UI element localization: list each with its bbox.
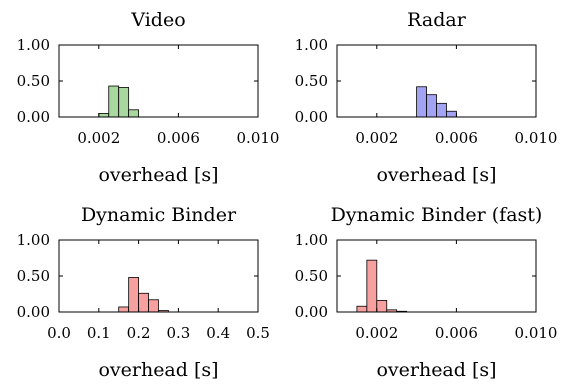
radar-bar	[416, 86, 427, 118]
video-bar	[98, 113, 110, 118]
dynamic-binder-fast-xlabel: overhead [s]	[376, 359, 496, 381]
panel-video: Video 0.00 0.50 1.00 0.002 0.006 0.010 overhead…	[17, 9, 280, 186]
dynamic-binder-ytick-label: 1.00	[17, 231, 50, 249]
radar-bar	[426, 94, 437, 118]
dynamic-binder-fast-xtick-label: 0.002	[355, 324, 398, 342]
dynamic-binder-fast-title: Dynamic Binder (fast)	[331, 204, 543, 226]
dynamic-binder-title: Dynamic Binder	[81, 204, 237, 226]
dynamic-binder-xtick-label: 0.1	[87, 324, 111, 342]
radar-ytick-label: 0.50	[295, 72, 328, 90]
dynamic-binder-fast-bar	[376, 300, 388, 313]
dynamic-binder-ytick-label: 0.00	[17, 303, 50, 321]
dynamic-binder-ytick-label: 0.50	[17, 267, 50, 285]
video-ytick-label: 0.00	[17, 108, 50, 126]
video-xtick-label: 0.006	[157, 129, 200, 147]
radar-bar	[436, 102, 447, 118]
video-xlabel: overhead [s]	[98, 164, 218, 186]
dynamic-binder-fast-ytick-label: 1.00	[295, 231, 328, 249]
dynamic-binder-xtick-label: 0.4	[206, 324, 230, 342]
panel-dynamic-binder-fast: Dynamic Binder (fast) 0.00 0.50 1.00 0.002 0.…	[295, 204, 558, 381]
dynamic-binder-xtick-label: 0.2	[127, 324, 151, 342]
dynamic-binder-fast-xtick-label: 0.010	[515, 324, 558, 342]
video-xtick-label: 0.002	[77, 129, 120, 147]
dynamic-binder-bar	[118, 306, 130, 313]
video-xtick-label: 0.010	[237, 129, 280, 147]
dynamic-binder-xlabel: overhead [s]	[98, 359, 218, 381]
dynamic-binder-xtick-label: 0.3	[166, 324, 190, 342]
dynamic-binder-bar	[148, 299, 159, 313]
radar-title: Radar	[407, 9, 467, 31]
dynamic-binder-fast-bar	[356, 305, 368, 313]
dynamic-binder-bar	[128, 277, 139, 313]
panel-radar: Radar 0.00 0.50 1.00 0.002 0.006 0.010 overhead…	[295, 9, 558, 186]
dynamic-binder-bar	[138, 292, 149, 313]
video-bar	[118, 87, 130, 118]
video-ytick-label: 1.00	[17, 36, 50, 54]
dynamic-binder-xtick-label: 0.5	[246, 324, 270, 342]
video-bar	[128, 109, 139, 118]
radar-xtick-label: 0.010	[515, 129, 558, 147]
dynamic-binder-fast-ytick-label: 0.00	[295, 303, 328, 321]
video-bar	[108, 85, 120, 118]
dynamic-binder-fast-ytick-label: 0.50	[295, 267, 328, 285]
panel-dynamic-binder: Dynamic Binder 0.00 0.50 1.00 0.0 0.1 0.2 0.3 0.…	[17, 204, 270, 381]
dynamic-binder-fast-xtick-label: 0.006	[435, 324, 478, 342]
radar-ytick-label: 0.00	[295, 108, 328, 126]
radar-xlabel: overhead [s]	[376, 164, 496, 186]
radar-bar	[446, 110, 457, 118]
radar-xtick-label: 0.006	[435, 129, 478, 147]
video-title: Video	[130, 9, 185, 31]
video-ytick-label: 0.50	[17, 72, 50, 90]
radar-xtick-label: 0.002	[355, 129, 398, 147]
dynamic-binder-fast-bar	[366, 259, 378, 313]
radar-ytick-label: 1.00	[295, 36, 328, 54]
video-plot-frame	[58, 44, 259, 118]
dynamic-binder-xtick-label: 0.0	[47, 324, 71, 342]
